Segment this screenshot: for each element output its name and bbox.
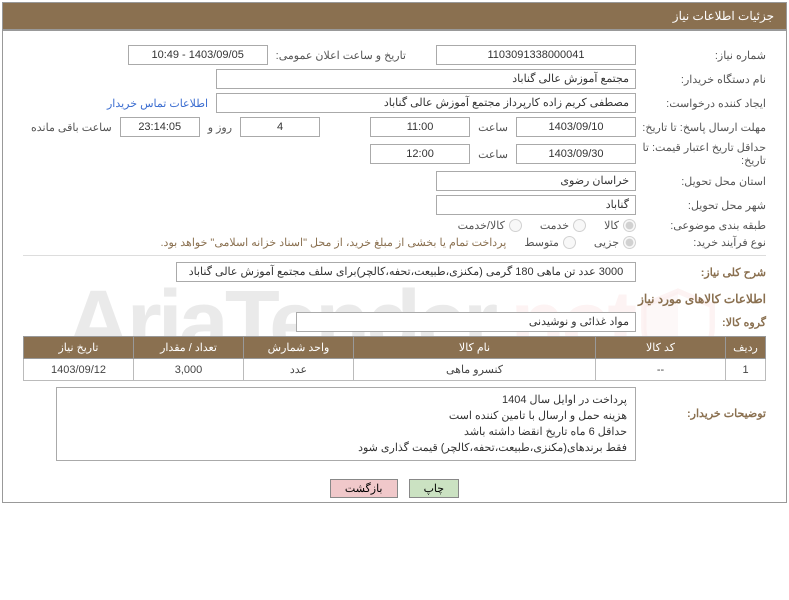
print-button[interactable]: چاپ	[409, 479, 460, 498]
buyer-note-line: فقط برندهای(مکنزی،طبیعت،تحفه،کالچر) قیمت…	[65, 440, 627, 456]
group-label: گروه کالا:	[636, 316, 766, 329]
buyer-notes-label: توضیحات خریدار:	[636, 387, 766, 420]
buyer-org-value: مجتمع آموزش عالی گناباد	[216, 69, 636, 89]
radio-both[interactable]: کالا/خدمت	[458, 219, 522, 232]
category-radios: کالا خدمت کالا/خدمت	[440, 219, 636, 232]
radio-minor[interactable]: جزیی	[594, 236, 636, 249]
back-button[interactable]: بازگشت	[330, 479, 398, 498]
cell-unit: عدد	[244, 359, 354, 381]
requester-value: مصطفی کریم زاده کارپرداز مجتمع آموزش عال…	[216, 93, 636, 113]
th-name: نام کالا	[354, 337, 596, 359]
province-value: خراسان رضوی	[436, 171, 636, 191]
group-value: مواد غذائی و نوشیدنی	[296, 312, 636, 332]
buyer-note-line: هزینه حمل و ارسال با تامین کننده است	[65, 408, 627, 424]
th-code: کد کالا	[596, 337, 726, 359]
cell-name: کنسرو ماهی	[354, 359, 596, 381]
remaining-time: 23:14:05	[120, 117, 200, 137]
validity-date: 1403/09/30	[516, 144, 636, 164]
city-label: شهر محل تحویل:	[636, 199, 766, 212]
radio-service[interactable]: خدمت	[540, 219, 586, 232]
validity-time: 12:00	[370, 144, 470, 164]
radio-goods[interactable]: کالا	[604, 219, 636, 232]
table-row: 1--کنسرو ماهیعدد3,0001403/09/12	[24, 359, 766, 381]
panel-header: جزئیات اطلاعات نیاز	[2, 2, 787, 30]
deadline-date: 1403/09/10	[516, 117, 636, 137]
category-label: طبقه بندی موضوعی:	[636, 219, 766, 232]
buyer-note-line: حداقل 6 ماه تاریخ انقضا داشته باشد	[65, 424, 627, 440]
requester-label: ایجاد کننده درخواست:	[636, 97, 766, 110]
deadline-time: 11:00	[370, 117, 470, 137]
goods-section-title: اطلاعات کالاهای مورد نیاز	[23, 292, 766, 306]
buyer-org-label: نام دستگاه خریدار:	[636, 73, 766, 86]
th-qty: تعداد / مقدار	[134, 337, 244, 359]
time-label-2: ساعت	[470, 148, 516, 161]
treasury-note: پرداخت تمام یا بخشی از مبلغ خرید، از محل…	[23, 236, 506, 249]
remaining-suffix: ساعت باقی مانده	[23, 121, 120, 134]
process-label: نوع فرآیند خرید:	[636, 236, 766, 249]
buyer-contact-link[interactable]: اطلاعات تماس خریدار	[107, 97, 208, 110]
buyer-notes-box: پرداخت در اوایل سال 1404هزینه حمل و ارسا…	[56, 387, 636, 461]
th-date: تاریخ نیاز	[24, 337, 134, 359]
announce-value: 1403/09/05 - 10:49	[128, 45, 268, 65]
general-desc-label: شرح کلی نیاز:	[636, 266, 766, 279]
time-label-1: ساعت	[470, 121, 516, 134]
goods-table: ردیف کد کالا نام کالا واحد شمارش تعداد /…	[23, 336, 766, 381]
general-desc-value: 3000 عدد تن ماهی 180 گرمی (مکنزی،طبیعت،ت…	[176, 262, 636, 282]
remaining-days: 4	[240, 117, 320, 137]
deadline-label: مهلت ارسال پاسخ: تا تاریخ:	[636, 121, 766, 134]
buyer-note-line: پرداخت در اوایل سال 1404	[65, 392, 627, 408]
remaining-days-label: روز و	[200, 121, 240, 134]
validity-label: حداقل تاریخ اعتبار قیمت: تا تاریخ:	[636, 141, 766, 167]
cell-date: 1403/09/12	[24, 359, 134, 381]
cell-code: --	[596, 359, 726, 381]
need-number-value: 1103091338000041	[436, 45, 636, 65]
th-row: ردیف	[726, 337, 766, 359]
city-value: گناباد	[436, 195, 636, 215]
announce-label: تاریخ و ساعت اعلان عمومی:	[268, 49, 436, 62]
province-label: استان محل تحویل:	[636, 175, 766, 188]
need-number-label: شماره نیاز:	[636, 49, 766, 62]
process-radios: جزیی متوسط	[506, 236, 636, 249]
cell-qty: 3,000	[134, 359, 244, 381]
radio-medium[interactable]: متوسط	[524, 236, 576, 249]
th-unit: واحد شمارش	[244, 337, 354, 359]
cell-row: 1	[726, 359, 766, 381]
